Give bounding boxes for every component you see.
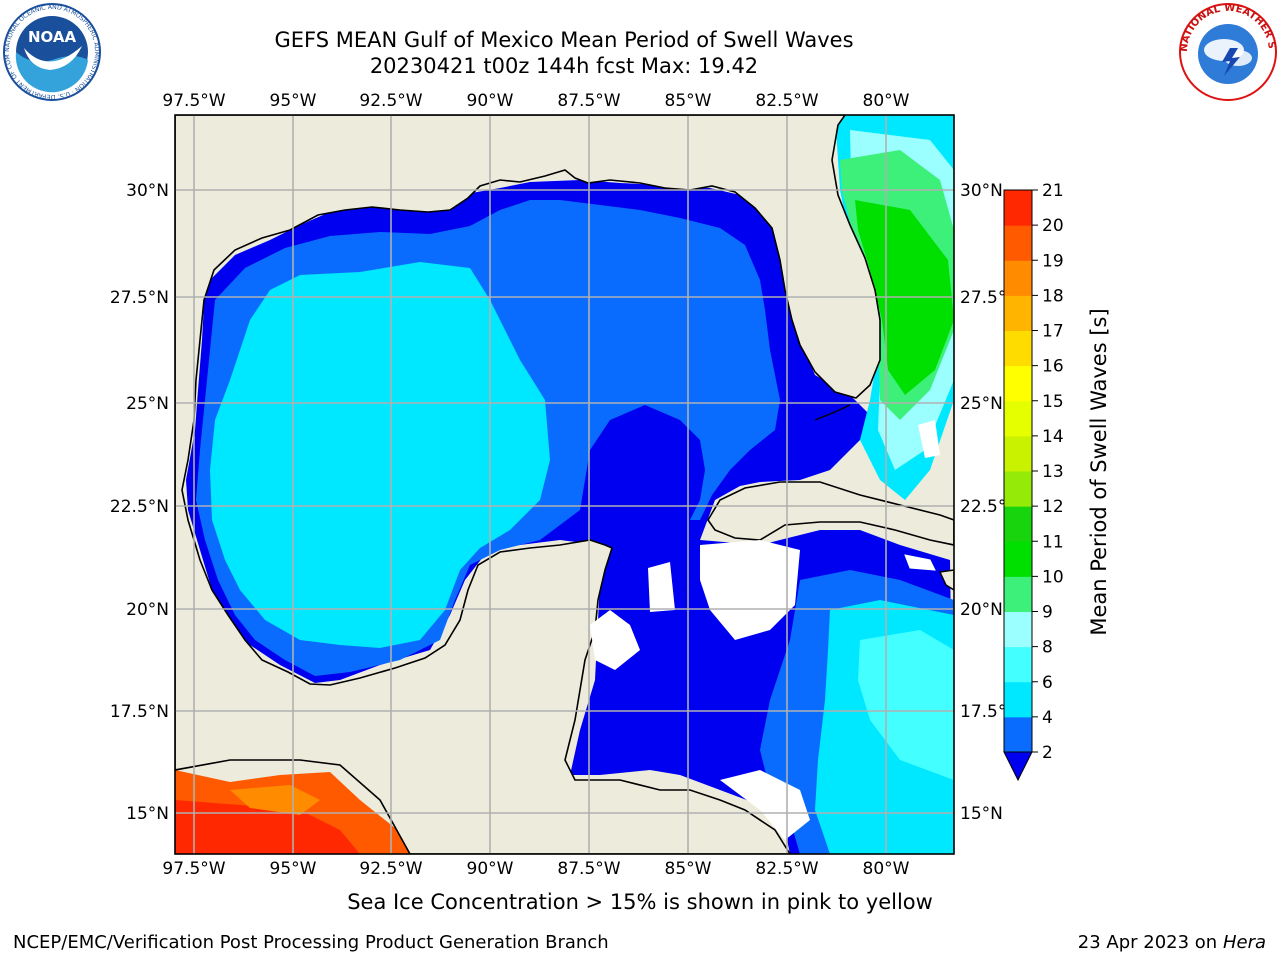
lat-label: 20°N [960,600,1003,620]
colorbar: 2 4 6 8 9 10 11 12 13 14 15 16 17 18 19 20 21 [1003,181,1064,782]
land-jamaica [904,554,936,571]
sea-ice-note: Sea Ice Concentration > 15% is shown in … [347,890,933,914]
colorbar-tick-label: 15 [1042,392,1064,412]
noaa-logo-text: NOAA [28,28,77,46]
colorbar-tick-label: 6 [1042,673,1053,693]
graticule [175,115,954,854]
missing-data-patch [590,610,640,670]
colorbar-segment [1004,260,1032,296]
colorbar-segment [1004,330,1032,367]
colorbar-tick-label: 21 [1042,181,1064,201]
nws-logo: NATIONAL WEATHER SERVICE [1178,2,1277,101]
colorbar-segment [1004,471,1032,507]
colorbar-segment [1004,681,1032,718]
colorbar-segment [1004,541,1032,577]
lon-labels-bottom: 97.5°W 95°W 92.5°W 90°W 87.5°W 85°W 82.5… [162,859,909,879]
colorbar-segment [1004,225,1032,261]
lon-label: 85°W [665,859,712,879]
lon-label: 85°W [665,91,712,111]
lat-label: 27.5°N [110,288,169,308]
colorbar-tick-label: 13 [1042,462,1064,482]
lat-labels-left: 30°N 27.5°N 25°N 22.5°N 20°N 17.5°N 15°N [110,181,169,824]
lon-labels-top: 97.5°W 95°W 92.5°W 90°W 87.5°W 85°W 82.5… [162,91,909,111]
colorbar-tick-label: 2 [1042,743,1053,763]
lon-label: 90°W [467,859,514,879]
lon-label: 82.5°W [755,859,818,879]
colorbar-tick-label: 18 [1042,286,1064,306]
lat-label: 25°N [960,394,1003,414]
east-gulf-deep [610,405,705,520]
colorbar-tick-label: 11 [1042,532,1064,552]
bahamas-patch [918,420,940,458]
lon-label: 90°W [467,91,514,111]
colorbar-segment [1004,400,1032,437]
lon-label: 92.5°W [359,859,422,879]
lat-label: 22.5°N [110,497,169,517]
noaa-logo: NATIONAL OCEANIC AND ATMOSPHERIC ADMINIS… [2,2,101,101]
colorbar-segment [1004,716,1032,753]
lat-label: 15°N [126,804,169,824]
colorbar-tick-label: 8 [1042,638,1053,658]
colorbar-segment [1004,190,1032,226]
lat-label: 30°N [126,181,169,201]
lon-label: 80°W [863,859,910,879]
colorbar-tick-label: 9 [1042,603,1053,623]
caribbean-period-6-8 [858,630,954,780]
colorbar-tick-label: 14 [1042,427,1064,447]
land-florida-keys [814,404,851,421]
lon-label: 87.5°W [557,91,620,111]
colorbar-segment [1004,365,1032,402]
map-area [175,115,954,854]
lat-label: 30°N [960,181,1003,201]
lat-label: 20°N [126,600,169,620]
east-gulf-mid [650,320,770,440]
lon-label: 97.5°W [162,91,225,111]
date-stamp: 23 Apr 2023 on Hera [1078,932,1266,953]
gulf-period-4-6 [210,262,550,648]
missing-data-patch [648,562,675,612]
colorbar-segment [1004,576,1032,612]
map-title: GEFS MEAN Gulf of Mexico Mean Period of … [274,28,854,52]
lat-label: 25°N [126,394,169,414]
colorbar-segment [1004,435,1032,472]
lon-label: 95°W [270,859,317,879]
lat-label: 17.5°N [110,702,169,722]
credit-text: NCEP/EMC/Verification Post Processing Pr… [13,932,609,953]
colorbar-segment [1004,646,1032,683]
lon-label: 87.5°W [557,859,620,879]
lon-label: 97.5°W [162,859,225,879]
land-hispaniola [938,569,954,591]
colorbar-tick-label: 10 [1042,567,1064,587]
date-text: 23 Apr 2023 on [1077,932,1218,953]
machine-name: Hera [1222,932,1266,953]
colorbar-label: Mean Period of Swell Waves [s] [1087,308,1111,635]
lon-label: 92.5°W [359,91,422,111]
lon-label: 95°W [270,91,317,111]
colorbar-tick-label: 20 [1042,216,1064,236]
colorbar-segment [1004,295,1032,331]
lon-label: 80°W [863,91,910,111]
lon-label: 82.5°W [755,91,818,111]
map-subtitle: 20230421 t00z 144h fcst Max: 19.42 [369,54,759,78]
colorbar-tick-label: 12 [1042,497,1064,517]
map-frame [174,114,955,855]
colorbar-tick-label: 17 [1042,322,1064,342]
missing-data-patch [700,540,800,640]
lat-label: 15°N [960,804,1003,824]
pacific-period-17-18 [230,785,320,815]
colorbar-under-triangle [1003,751,1033,782]
colorbar-segment [1004,506,1032,542]
colorbar-tick-label: 16 [1042,357,1064,377]
colorbar-tick-label: 19 [1042,251,1064,271]
colorbar-segment [1004,611,1032,648]
colorbar-tick-label: 4 [1042,708,1053,728]
land-mexico [175,115,881,854]
